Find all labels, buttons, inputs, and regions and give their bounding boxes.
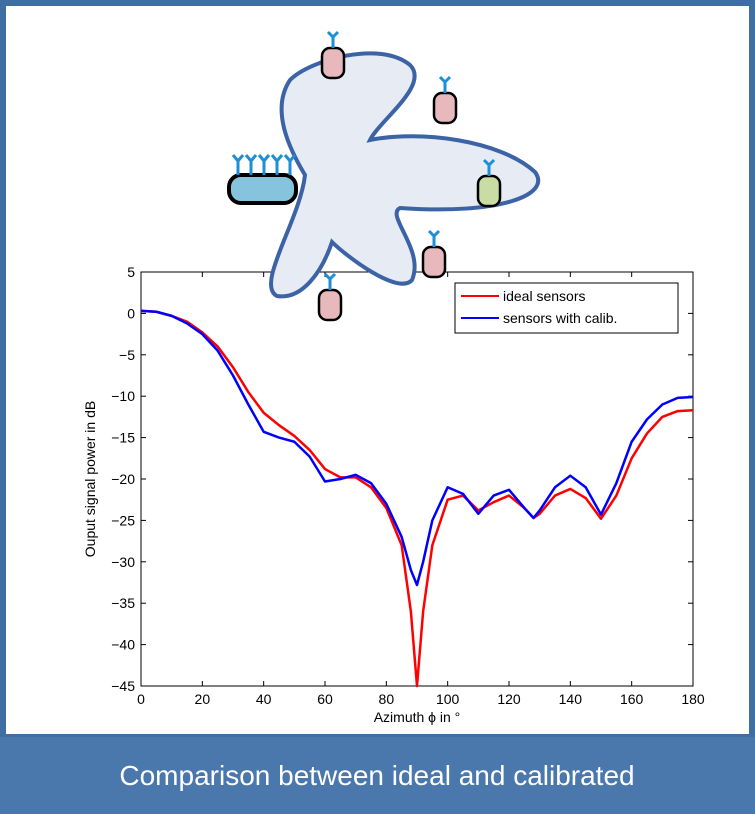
- y-axis-label: Ouput signal power in dB: [82, 401, 98, 557]
- array-antennas: [231, 154, 297, 175]
- y-tick-label: −20: [111, 471, 135, 487]
- array: [227, 173, 298, 205]
- y-tick-label: −45: [111, 678, 135, 694]
- y-tick-label: −15: [111, 430, 135, 446]
- x-tick-label: 100: [436, 691, 460, 707]
- x-tick-label: 120: [497, 691, 521, 707]
- x-tick-label: 40: [256, 691, 272, 707]
- legend: ideal sensors sensors with calib.: [454, 282, 679, 334]
- x-tick-label: 60: [317, 691, 333, 707]
- caption: Comparison between ideal and calibrated: [119, 760, 634, 791]
- plot: 0 20 40 60 80 100 120 140 160 180 5 0 −5 −10 −15 −20 −25…: [82, 264, 705, 725]
- series-line: [140, 309, 694, 688]
- x-tick-label: 180: [681, 691, 705, 707]
- x-tick-label: 140: [559, 691, 583, 707]
- legend-box: [454, 282, 679, 334]
- x-tick-label: 160: [620, 691, 644, 707]
- y-tick-label: −5: [119, 347, 135, 363]
- y-tick-label: −10: [111, 388, 135, 404]
- caption-bar: [0, 737, 755, 814]
- beam-diagram: [227, 30, 541, 322]
- y-tick-label: −25: [111, 512, 135, 528]
- sensors: [317, 46, 502, 322]
- y-tick-label: −40: [111, 637, 135, 653]
- legend-label: sensors with calib.: [503, 310, 617, 326]
- x-tick-label: 0: [137, 691, 145, 707]
- y-tick-label: −30: [111, 554, 135, 570]
- x-tick-label: 20: [195, 691, 211, 707]
- y-tick-label: 0: [127, 305, 135, 321]
- x-axis-label: Azimuth ϕ in °: [374, 709, 461, 725]
- x-tick-label: 80: [379, 691, 395, 707]
- y-tick-label: 5: [127, 264, 135, 280]
- sensor-antennas: [323, 30, 496, 290]
- y-tick-label: −35: [111, 595, 135, 611]
- series-line: [140, 309, 694, 587]
- legend-label: ideal sensors: [503, 288, 586, 304]
- beam-pattern: [269, 51, 541, 299]
